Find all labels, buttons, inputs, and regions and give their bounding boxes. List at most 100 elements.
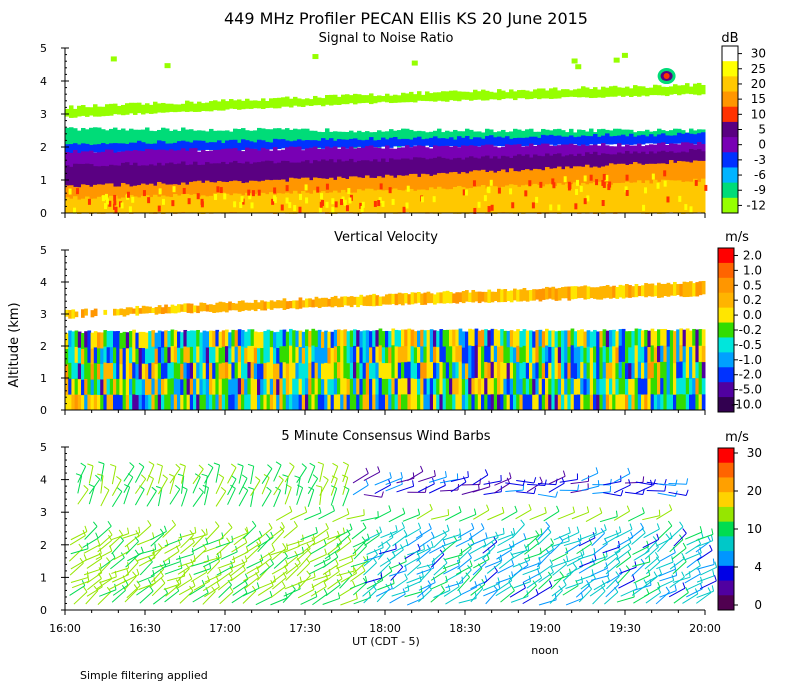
velocity-cell	[500, 377, 504, 395]
velocity-cell	[388, 394, 392, 411]
velocity-cell	[164, 362, 168, 379]
snr-cell	[389, 129, 394, 146]
wind-barb	[192, 476, 201, 494]
wind-barb	[351, 527, 367, 540]
velocity-cell	[583, 285, 588, 300]
wind-barb	[350, 561, 369, 568]
snr-cell	[473, 145, 478, 164]
wind-barb	[169, 488, 181, 505]
velocity-cell	[231, 302, 236, 311]
wind-barb-flag	[174, 484, 181, 490]
snr-cell	[605, 145, 610, 159]
wind-barb	[624, 491, 643, 496]
wind-barb	[322, 556, 339, 568]
snr-cell	[81, 198, 86, 214]
velocity-cell	[564, 362, 568, 379]
wind-barb-flag	[658, 568, 662, 575]
velocity-cell	[196, 377, 200, 395]
velocity-cell	[170, 361, 175, 379]
snr-cell	[425, 159, 430, 179]
snr-cell	[597, 181, 602, 214]
wind-barb-flag	[92, 521, 98, 527]
wind-barb-flag	[468, 552, 472, 559]
velocity-cell	[193, 378, 197, 395]
wind-barb	[565, 582, 583, 589]
colorbar-label: 15	[751, 92, 766, 106]
wind-barb-flag	[214, 521, 220, 527]
snr-cell	[609, 86, 614, 97]
snr-cell	[469, 129, 474, 145]
wind-barb	[496, 549, 513, 560]
wind-barb	[311, 578, 328, 589]
velocity-cell	[263, 394, 268, 411]
snr-cell	[189, 101, 194, 112]
wind-barb-flag	[577, 484, 580, 491]
wind-barb-flag	[404, 573, 408, 580]
velocity-cell	[445, 329, 450, 347]
snr-cell	[241, 128, 246, 151]
wind-barb	[469, 568, 483, 582]
velocity-cell	[647, 283, 652, 297]
velocity-cell	[337, 298, 341, 308]
wind-barb	[352, 539, 370, 548]
snr-cell	[229, 162, 234, 186]
velocity-cell	[81, 379, 85, 396]
wind-barb-flag	[237, 463, 244, 467]
snr-cell	[401, 138, 406, 147]
velocity-cell	[541, 378, 546, 395]
wind-barb	[100, 475, 104, 494]
wind-barb	[364, 577, 382, 584]
velocity-cell	[407, 344, 412, 362]
snr-cell	[117, 105, 122, 115]
velocity-cell	[461, 331, 466, 348]
snr-cell	[537, 184, 542, 213]
velocity-cell	[209, 304, 213, 312]
velocity-cell	[404, 361, 408, 379]
snr-cell	[345, 139, 350, 149]
velocity-cell	[295, 330, 300, 348]
wind-barb-flag	[140, 546, 144, 553]
velocity-cell	[378, 328, 383, 346]
wind-barb	[304, 512, 322, 521]
snr-cell	[185, 141, 190, 153]
velocity-cell	[519, 362, 524, 379]
snr-cell	[513, 144, 518, 163]
snr-cell	[625, 86, 630, 96]
velocity-cell	[151, 346, 156, 363]
velocity-cell	[541, 394, 546, 411]
velocity-cell	[417, 291, 421, 303]
velocity-cell	[676, 284, 680, 295]
wind-barb-flag	[198, 464, 204, 470]
wind-barb	[283, 555, 299, 568]
velocity-cell	[285, 394, 290, 411]
snr-cell	[209, 195, 214, 214]
velocity-cell	[122, 309, 127, 317]
velocity-cell	[685, 377, 690, 395]
wind-barb-flag	[138, 526, 141, 533]
velocity-cell	[148, 394, 152, 411]
wind-barb	[215, 541, 234, 548]
snr-cell	[501, 90, 506, 100]
velocity-cell	[650, 283, 655, 297]
snr-speckle	[472, 180, 476, 187]
wind-barb	[300, 596, 318, 605]
velocity-cell	[253, 299, 258, 312]
wind-barb	[495, 576, 514, 584]
snr-cell	[373, 147, 378, 167]
velocity-cell	[625, 284, 629, 298]
snr-cell	[441, 138, 446, 148]
velocity-cell	[698, 329, 703, 346]
wind-barb	[137, 575, 155, 583]
velocity-cell	[135, 305, 140, 316]
snr-speckle	[339, 199, 343, 206]
wind-barb	[457, 557, 472, 570]
snr-speckle	[361, 201, 365, 208]
wind-barb	[297, 539, 315, 547]
colorbar-label: -2.0	[739, 368, 762, 382]
wind-barb-flag	[470, 538, 475, 545]
snr-cell	[613, 85, 618, 97]
snr-cell	[689, 86, 694, 95]
wind-barb-flag	[664, 479, 667, 486]
snr-speckle	[187, 198, 191, 205]
wind-barb	[232, 578, 249, 590]
